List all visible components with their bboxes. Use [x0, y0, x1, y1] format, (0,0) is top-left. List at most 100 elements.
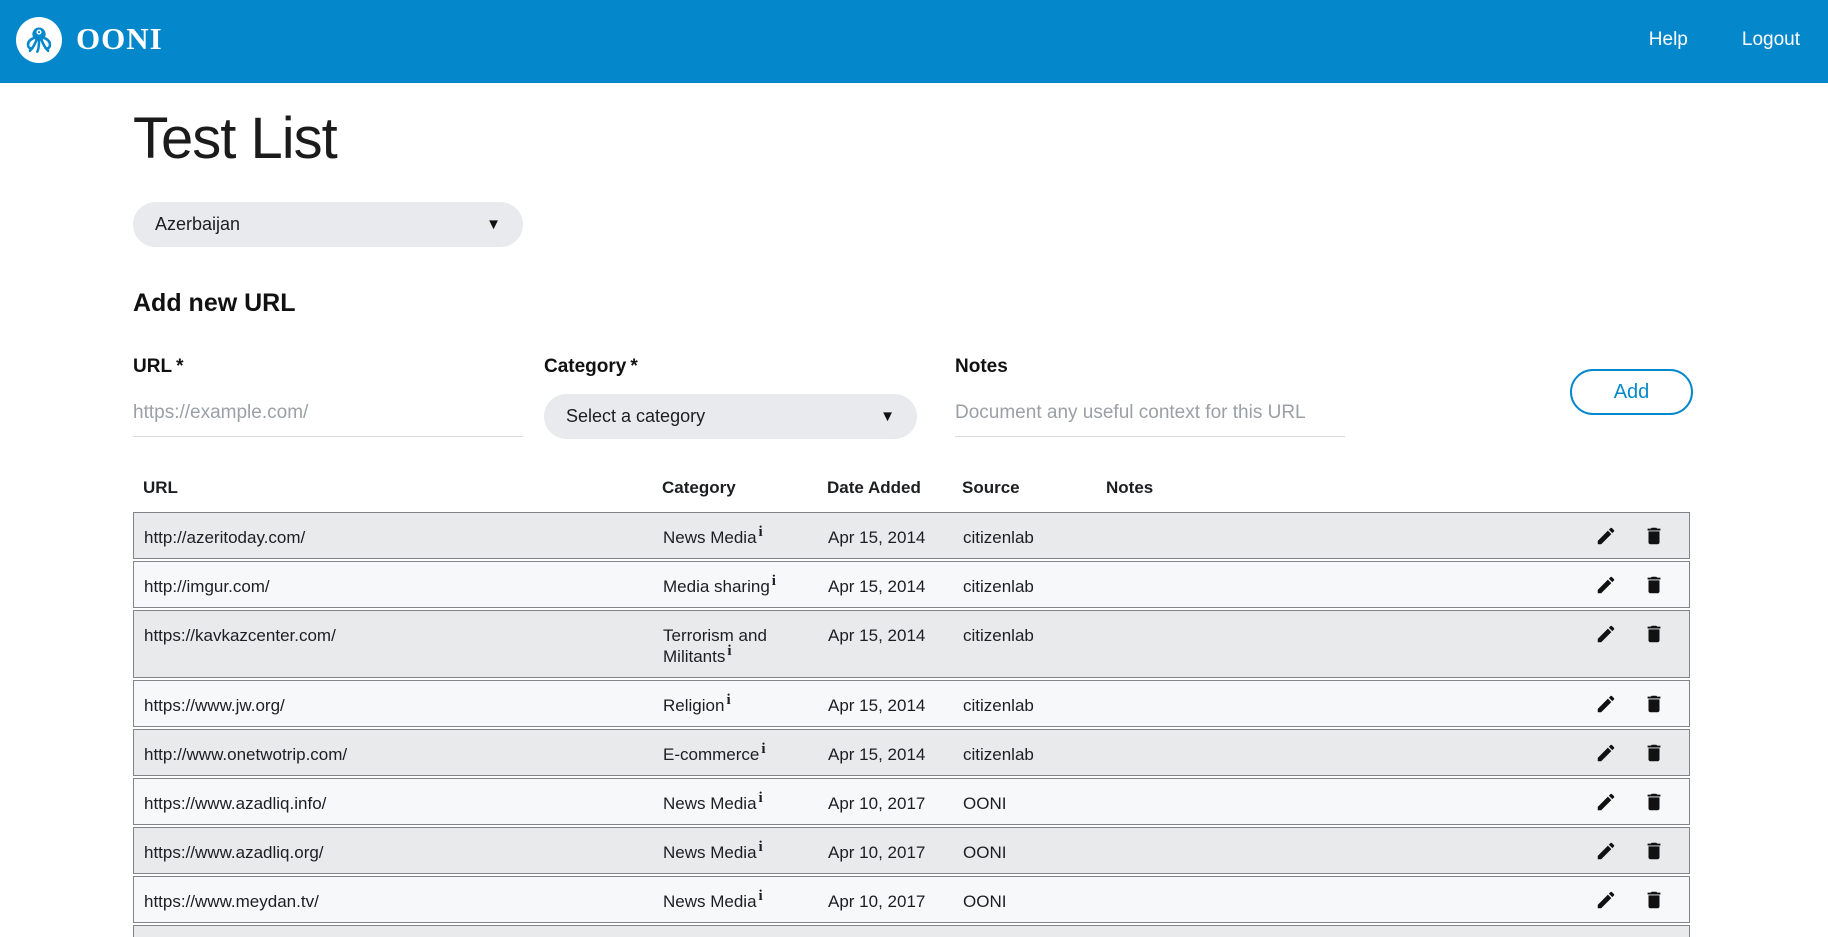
url-input[interactable]	[133, 398, 523, 437]
url-cell: http://imgur.com/	[144, 577, 270, 596]
actions-cell	[1587, 828, 1689, 873]
date-added-cell: Apr 10, 2017	[828, 794, 926, 813]
category-info-icon[interactable]: i	[727, 643, 732, 660]
delete-button[interactable]	[1643, 791, 1665, 815]
notes-label: Notes	[955, 356, 1008, 377]
table-row: https://kavkazcenter.com/ Terrorism and …	[133, 610, 1690, 678]
category-info-icon[interactable]: i	[758, 888, 763, 905]
ooni-logo[interactable]	[16, 16, 62, 63]
edit-button[interactable]	[1595, 742, 1617, 766]
logout-link[interactable]: Logout	[1741, 28, 1800, 50]
table-row: http://azeritoday.com/ News Media i Apr 1…	[133, 512, 1690, 559]
page-title: Test List	[133, 106, 338, 171]
source-cell: citizenlab	[963, 696, 1034, 715]
add-button-wrap: Add	[1570, 356, 1693, 415]
delete-button[interactable]	[1643, 623, 1665, 647]
notes-cell	[1097, 730, 1587, 775]
edit-button[interactable]	[1595, 623, 1617, 647]
actions-cell	[1587, 513, 1689, 558]
actions-cell	[1587, 562, 1689, 607]
table-row: https://www.azadliq.info/ News Media i Ap…	[133, 778, 1690, 825]
required-marker: *	[630, 356, 638, 377]
help-link[interactable]: Help	[1648, 28, 1688, 50]
notes-cell	[1097, 779, 1587, 824]
source-cell: OONI	[963, 843, 1007, 862]
delete-button[interactable]	[1643, 574, 1665, 598]
category-field-group: Category * Select a category ▼	[544, 356, 934, 439]
category-select[interactable]: Select a category ▼	[544, 394, 917, 439]
url-field-group: URL *	[133, 356, 523, 437]
table-row: http://imgur.com/ Media sharing i Apr 15,…	[133, 561, 1690, 608]
country-select[interactable]: Azerbaijan ▼	[133, 202, 523, 247]
trash-icon	[1647, 625, 1661, 643]
notes-cell	[1097, 611, 1587, 677]
add-new-url-heading: Add new URL	[133, 289, 296, 317]
add-url-form: URL* Category* Select a category ▼ Notes…	[133, 356, 1828, 439]
table-header-row: URL Category Date Added Source Notes	[133, 477, 1690, 512]
top-navigation: Help Logout	[1649, 29, 1800, 51]
notes-cell	[1097, 828, 1587, 873]
chevron-down-icon: ▼	[486, 216, 501, 233]
actions-cell	[1587, 611, 1689, 677]
category-cell: Religion i	[663, 692, 731, 715]
category-label: Category *	[544, 356, 638, 377]
notes-input[interactable]	[955, 398, 1345, 437]
edit-button[interactable]	[1595, 889, 1617, 913]
category-info-icon[interactable]: i	[758, 524, 763, 541]
required-marker: *	[176, 356, 184, 377]
delete-button[interactable]	[1643, 889, 1665, 913]
actions-cell	[1587, 730, 1689, 775]
pencil-icon	[1597, 744, 1615, 762]
chevron-down-icon: ▼	[880, 408, 895, 425]
url-cell: https://www.azadliq.org/	[144, 843, 324, 862]
edit-button[interactable]	[1595, 525, 1617, 549]
trash-icon	[1647, 744, 1661, 762]
column-header-url: URL	[143, 478, 178, 497]
actions-cell	[1587, 779, 1689, 824]
delete-button[interactable]	[1643, 693, 1665, 717]
category-info-icon[interactable]: i	[758, 790, 763, 807]
category-info-icon[interactable]: i	[758, 839, 763, 856]
pencil-icon	[1597, 891, 1615, 909]
add-button[interactable]: Add	[1570, 369, 1693, 415]
notes-cell	[1097, 562, 1587, 607]
column-header-source: Source	[962, 478, 1020, 497]
pencil-icon	[1597, 576, 1615, 594]
url-table: URL Category Date Added Source Notes htt…	[133, 477, 1690, 937]
octopus-icon	[26, 27, 52, 53]
date-added-cell: Apr 10, 2017	[818, 926, 953, 937]
brand-wordmark: OONI	[76, 20, 163, 56]
table-row: https://www.azadliq.org/ News Media i Apr…	[133, 827, 1690, 874]
category-select-value: Select a category	[566, 406, 706, 426]
url-cell: https://www.jw.org/	[144, 696, 285, 715]
table-row: https://www.jw.org/ Religion i Apr 15, 20…	[133, 680, 1690, 727]
category-info-icon[interactable]: i	[726, 692, 731, 709]
edit-button[interactable]	[1595, 574, 1617, 598]
pencil-icon	[1597, 793, 1615, 811]
url-label: URL *	[133, 356, 184, 377]
date-added-cell: Apr 15, 2014	[828, 626, 926, 645]
source-cell: citizenlab	[963, 626, 1034, 645]
source-cell: OONI	[953, 926, 1097, 937]
source-cell: citizenlab	[963, 528, 1034, 547]
delete-button[interactable]	[1643, 525, 1665, 549]
pencil-icon	[1597, 527, 1615, 545]
source-cell: OONI	[963, 794, 1007, 813]
country-select-value: Azerbaijan	[155, 214, 241, 234]
column-header-date: Date Added	[827, 478, 921, 497]
delete-button[interactable]	[1643, 840, 1665, 864]
edit-button[interactable]	[1595, 840, 1617, 864]
main-content: Test List Azerbaijan ▼ Add new URL URL * …	[0, 105, 1828, 937]
category-info-icon[interactable]: i	[761, 741, 766, 758]
category-info-icon[interactable]: i	[771, 573, 776, 590]
notes-cell	[1097, 926, 1587, 937]
delete-button[interactable]	[1643, 742, 1665, 766]
edit-button[interactable]	[1595, 693, 1617, 717]
app-header: OONI Help Logout	[0, 0, 1828, 83]
date-added-cell: Apr 15, 2014	[828, 696, 926, 715]
edit-button[interactable]	[1595, 791, 1617, 815]
url-cell: https://kavkazcenter.com/	[144, 626, 336, 645]
